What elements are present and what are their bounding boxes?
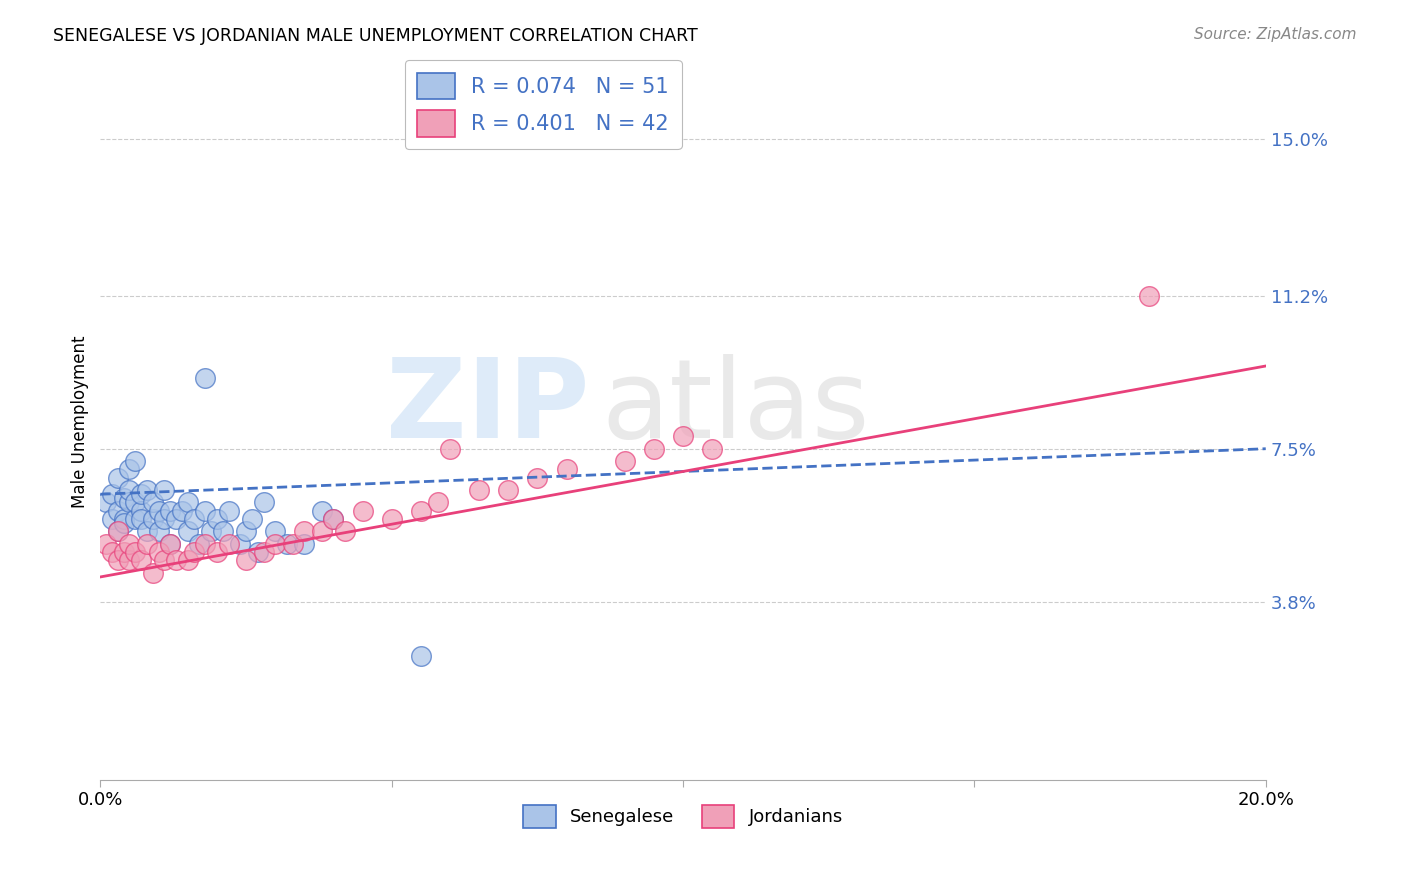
- Point: [148, 524, 170, 539]
- Point: [235, 553, 257, 567]
- Point: [96, 537, 118, 551]
- Point: [252, 545, 274, 559]
- Point: [142, 495, 165, 509]
- Point: [107, 471, 129, 485]
- Point: [118, 462, 141, 476]
- Point: [118, 483, 141, 497]
- Legend: Senegalese, Jordanians: Senegalese, Jordanians: [516, 797, 851, 835]
- Point: [101, 545, 124, 559]
- Point: [142, 512, 165, 526]
- Point: [107, 504, 129, 518]
- Point: [311, 524, 333, 539]
- Point: [118, 495, 141, 509]
- Point: [188, 537, 211, 551]
- Point: [252, 495, 274, 509]
- Point: [439, 442, 461, 456]
- Point: [194, 537, 217, 551]
- Point: [129, 512, 152, 526]
- Point: [183, 512, 205, 526]
- Point: [427, 495, 450, 509]
- Point: [496, 483, 519, 497]
- Point: [129, 487, 152, 501]
- Point: [322, 512, 344, 526]
- Point: [409, 504, 432, 518]
- Point: [333, 524, 356, 539]
- Point: [311, 504, 333, 518]
- Point: [281, 537, 304, 551]
- Text: ZIP: ZIP: [387, 354, 589, 461]
- Point: [276, 537, 298, 551]
- Text: Source: ZipAtlas.com: Source: ZipAtlas.com: [1194, 27, 1357, 42]
- Point: [153, 512, 176, 526]
- Point: [218, 504, 240, 518]
- Point: [101, 487, 124, 501]
- Point: [165, 512, 187, 526]
- Point: [1137, 288, 1160, 302]
- Point: [136, 483, 159, 497]
- Point: [159, 537, 181, 551]
- Point: [177, 524, 200, 539]
- Point: [136, 537, 159, 551]
- Point: [246, 545, 269, 559]
- Point: [148, 504, 170, 518]
- Point: [643, 442, 665, 456]
- Point: [218, 537, 240, 551]
- Point: [205, 545, 228, 559]
- Point: [112, 512, 135, 526]
- Point: [170, 504, 193, 518]
- Point: [292, 524, 315, 539]
- Point: [381, 512, 404, 526]
- Point: [235, 524, 257, 539]
- Point: [468, 483, 491, 497]
- Point: [264, 524, 287, 539]
- Y-axis label: Male Unemployment: Male Unemployment: [72, 335, 89, 508]
- Text: SENEGALESE VS JORDANIAN MALE UNEMPLOYMENT CORRELATION CHART: SENEGALESE VS JORDANIAN MALE UNEMPLOYMEN…: [53, 27, 699, 45]
- Point: [124, 545, 146, 559]
- Point: [240, 512, 263, 526]
- Point: [613, 454, 636, 468]
- Point: [148, 545, 170, 559]
- Point: [142, 566, 165, 580]
- Point: [200, 524, 222, 539]
- Point: [136, 524, 159, 539]
- Point: [118, 553, 141, 567]
- Point: [194, 504, 217, 518]
- Point: [526, 471, 548, 485]
- Point: [112, 516, 135, 531]
- Point: [352, 504, 374, 518]
- Point: [129, 553, 152, 567]
- Point: [292, 537, 315, 551]
- Point: [112, 545, 135, 559]
- Point: [194, 371, 217, 385]
- Point: [322, 512, 344, 526]
- Point: [107, 524, 129, 539]
- Point: [702, 442, 724, 456]
- Point: [118, 537, 141, 551]
- Point: [96, 495, 118, 509]
- Point: [177, 495, 200, 509]
- Point: [124, 454, 146, 468]
- Point: [159, 537, 181, 551]
- Point: [112, 491, 135, 506]
- Point: [177, 553, 200, 567]
- Point: [205, 512, 228, 526]
- Point: [107, 553, 129, 567]
- Point: [124, 512, 146, 526]
- Point: [101, 512, 124, 526]
- Point: [124, 495, 146, 509]
- Point: [107, 524, 129, 539]
- Point: [409, 648, 432, 663]
- Point: [555, 462, 578, 476]
- Point: [129, 504, 152, 518]
- Point: [264, 537, 287, 551]
- Point: [153, 553, 176, 567]
- Point: [211, 524, 233, 539]
- Point: [229, 537, 252, 551]
- Point: [159, 504, 181, 518]
- Point: [672, 429, 695, 443]
- Point: [153, 483, 176, 497]
- Text: atlas: atlas: [602, 354, 870, 461]
- Point: [165, 553, 187, 567]
- Point: [183, 545, 205, 559]
